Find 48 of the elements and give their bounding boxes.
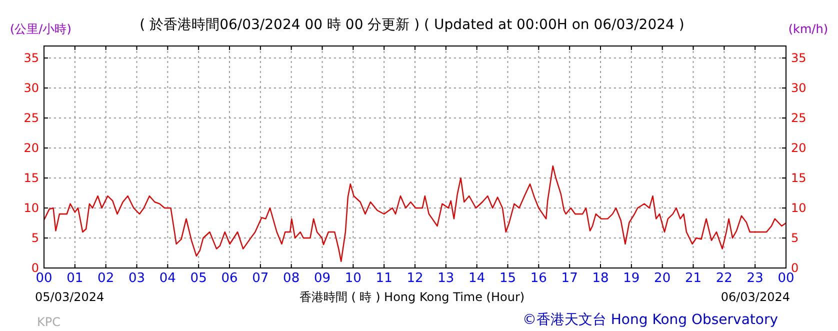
x-tick-label: 18 [592,271,609,286]
text: 06/03/2024 [720,290,790,304]
y2-tick-label: 25 [791,111,806,125]
x-tick-label: 00 [778,271,794,286]
y-tick-label: 35 [24,51,39,65]
x-tick-label: 22 [716,271,732,286]
x-tick-label: 00 [36,271,52,286]
text: 05/03/2024 [35,290,104,304]
y-tick-label: 30 [24,81,39,95]
x-tick-label: 20 [654,271,671,286]
x-tick-label: 23 [746,271,764,286]
y2-tick-label: 20 [791,141,806,155]
y2-tick-label: 30 [791,81,806,95]
y2-tick-label: 15 [791,171,806,185]
y-tick-label: 10 [24,201,39,215]
x-tick-label: 15 [499,271,516,286]
x-tick-label: 16 [530,271,547,286]
y2-tick-label: 10 [791,201,806,215]
chart-title: ( 於香港時間06/03/2024 00 時 00 分更新 ) ( Updated at 00:00H on 06/03/2024 ) [140,17,684,33]
x-tick-label: 10 [344,271,362,286]
text: KPC [37,315,60,329]
text: ©香港天文台 Hong Kong Observatory [522,312,778,328]
y-tick-label: 5 [31,231,39,245]
x-tick-label: 06 [221,271,238,286]
x-axis-title: 香港時間 ( 時 ) Hong Kong Time (Hour) [299,290,525,304]
y-tick-label: 20 [24,141,39,155]
x-tick-label: 07 [252,271,269,286]
x-tick-label: 08 [283,271,300,286]
x-tick-label: 13 [438,271,454,286]
x-tick-label: 17 [561,271,578,286]
x-tick-label: 19 [623,271,640,286]
x-tick-label: 09 [314,271,331,286]
x-tick-label: 11 [376,271,392,286]
x-tick-label: 01 [66,271,84,286]
y2-tick-label: 5 [791,231,799,245]
x-tick-label: 05 [190,271,207,286]
y-tick-label: 25 [24,111,39,125]
y2-axis-title: (km/h) [788,22,828,36]
x-tick-label: 12 [406,271,424,286]
x-tick-label: 14 [468,271,486,286]
y-axis-title: (公里/小時) [10,22,72,36]
x-tick-label: 04 [159,271,176,286]
x-tick-label: 03 [128,271,146,286]
line-series [43,165,787,262]
y-tick-label: 15 [24,171,39,185]
y2-tick-label: 35 [791,51,806,65]
x-tick-label: 02 [98,271,114,286]
x-tick-label: 21 [684,271,702,286]
